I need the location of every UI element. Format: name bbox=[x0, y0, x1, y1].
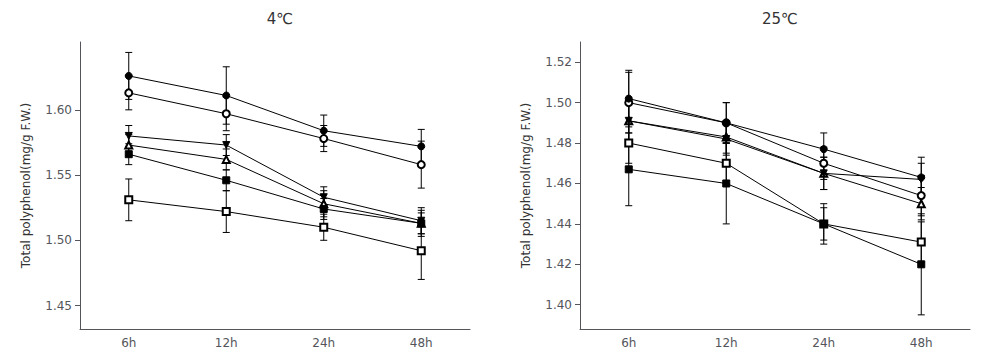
svg-text:48h: 48h bbox=[410, 336, 433, 350]
svg-text:6h: 6h bbox=[121, 336, 136, 350]
svg-text:12h: 12h bbox=[715, 336, 738, 350]
svg-text:12h: 12h bbox=[215, 336, 238, 350]
svg-text:Total polyphenol(mg/g F.W.): Total polyphenol(mg/g F.W.) bbox=[519, 103, 533, 269]
svg-text:48h: 48h bbox=[910, 336, 933, 350]
svg-text:1.60: 1.60 bbox=[45, 103, 72, 117]
svg-text:1.52: 1.52 bbox=[545, 55, 572, 69]
svg-text:24h: 24h bbox=[812, 336, 835, 350]
svg-text:4℃: 4℃ bbox=[267, 10, 293, 28]
svg-text:6h: 6h bbox=[621, 336, 636, 350]
svg-text:1.44: 1.44 bbox=[545, 217, 572, 231]
svg-text:1.45: 1.45 bbox=[45, 299, 72, 313]
svg-text:1.40: 1.40 bbox=[545, 298, 572, 312]
svg-text:1.42: 1.42 bbox=[545, 257, 572, 271]
svg-text:1.50: 1.50 bbox=[45, 233, 72, 247]
svg-text:1.46: 1.46 bbox=[545, 176, 572, 190]
svg-text:1.48: 1.48 bbox=[545, 136, 572, 150]
svg-text:1.55: 1.55 bbox=[45, 168, 72, 182]
svg-text:24h: 24h bbox=[312, 336, 335, 350]
svg-text:25℃: 25℃ bbox=[762, 10, 798, 28]
svg-text:Total polyphenol(mg/g F.W.): Total polyphenol(mg/g F.W.) bbox=[19, 103, 33, 269]
svg-text:1.50: 1.50 bbox=[545, 96, 572, 110]
